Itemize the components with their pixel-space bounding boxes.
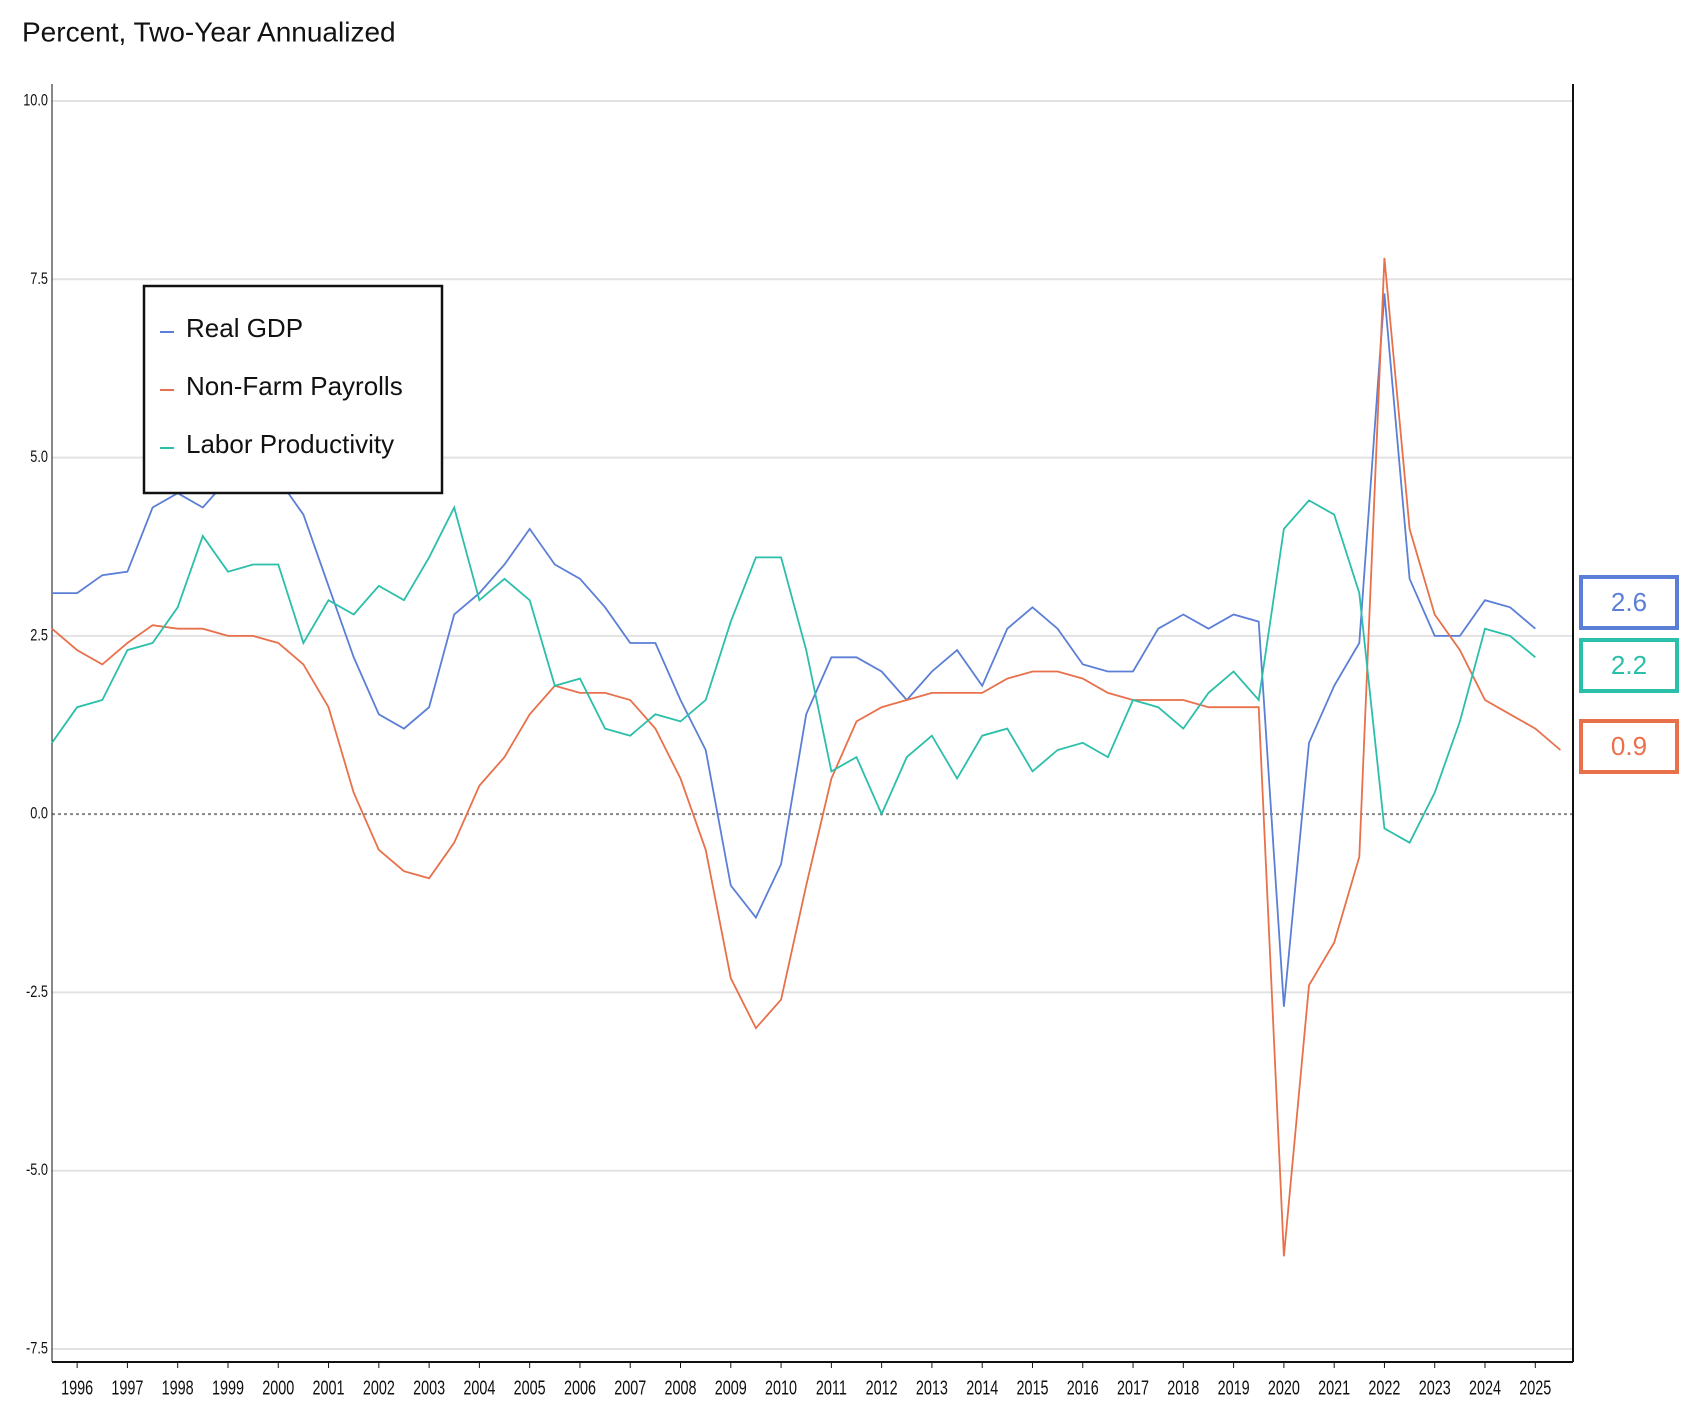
x-tick-label: 2001 (313, 1376, 345, 1399)
y-tick-label: 7.5 (30, 269, 48, 288)
x-tick-label: 1997 (111, 1376, 143, 1399)
x-tick-label: 2004 (463, 1376, 495, 1399)
legend-box (142, 284, 444, 495)
y-tick-label: 5.0 (30, 447, 48, 466)
end-value-label: 2.2 (1611, 650, 1647, 680)
chart-title: Percent, Two-Year Annualized (22, 16, 396, 47)
x-tick-label: 2002 (363, 1376, 395, 1399)
x-tick-label: 1999 (212, 1376, 244, 1399)
series-line (51, 257, 1561, 1257)
x-tick-label: 1996 (61, 1376, 93, 1399)
x-tick-label: 2020 (1268, 1376, 1300, 1399)
end-value-label: 2.6 (1611, 587, 1647, 617)
series-line (51, 499, 1536, 844)
x-tick-label: 2011 (816, 1376, 847, 1399)
x-tick-label: 2007 (614, 1376, 646, 1399)
legend-label: Real GDP (186, 313, 303, 343)
x-tick-label: 2012 (866, 1376, 898, 1399)
x-tick-label: 2023 (1419, 1376, 1451, 1399)
y-tick-label: -7.5 (26, 1339, 48, 1358)
x-tick-label: 2024 (1469, 1376, 1501, 1399)
x-tick-label: 2022 (1368, 1376, 1400, 1399)
legend-label: Non-Farm Payrolls (186, 371, 403, 401)
y-tick-label: 10.0 (23, 91, 48, 110)
x-tick-label: 2014 (966, 1376, 998, 1399)
x-tick-label: 2008 (665, 1376, 697, 1399)
y-tick-label: -5.0 (26, 1160, 48, 1179)
end-value-box (1579, 575, 1679, 630)
legend-label: Labor Productivity (186, 429, 394, 459)
end-value-box (1579, 638, 1679, 693)
x-tick-label: 2019 (1218, 1376, 1250, 1399)
y-tick-label: 2.5 (30, 626, 48, 645)
x-tick-label: 2003 (413, 1376, 445, 1399)
end-value-label: 0.9 (1611, 731, 1647, 761)
x-tick-label: 2005 (514, 1376, 546, 1399)
end-value-box (1579, 719, 1679, 774)
x-tick-label: 2017 (1117, 1376, 1149, 1399)
y-tick-label: 0.0 (30, 804, 48, 823)
y-tick-label: -2.5 (26, 982, 48, 1001)
series-line (52, 293, 1536, 1007)
x-tick-label: 1998 (162, 1376, 194, 1399)
x-tick-label: 2018 (1167, 1376, 1199, 1399)
x-tick-label: 2015 (1016, 1376, 1048, 1399)
x-tick-label: 2016 (1067, 1376, 1099, 1399)
x-tick-label: 2009 (715, 1376, 747, 1399)
x-tick-label: 2021 (1318, 1376, 1350, 1399)
x-tick-label: 2000 (262, 1376, 294, 1399)
x-tick-label: 2010 (765, 1376, 797, 1399)
x-tick-label: 2006 (564, 1376, 596, 1399)
x-tick-label: 2013 (916, 1376, 948, 1399)
x-tick-label: 2025 (1519, 1376, 1551, 1399)
